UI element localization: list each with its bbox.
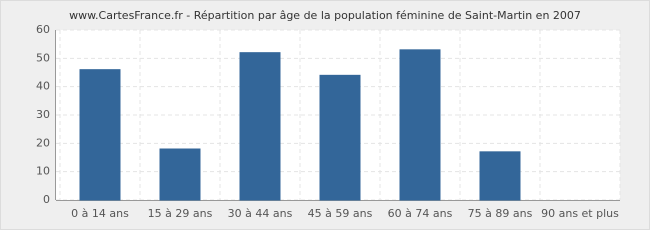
x-tick-label: 30 à 44 ans: [228, 207, 293, 220]
bar: [159, 148, 201, 201]
y-tick-label: 30: [36, 108, 50, 121]
x-tick-label: 75 à 89 ans: [468, 207, 533, 220]
y-tick-label: 50: [36, 51, 50, 64]
bar: [479, 151, 521, 201]
bar: [79, 69, 121, 201]
x-tick-label: 45 à 59 ans: [308, 207, 373, 220]
x-tick-label: 60 à 74 ans: [388, 207, 453, 220]
x-tick-label: 90 ans et plus: [541, 207, 619, 220]
bar: [319, 74, 361, 201]
x-tick-label: 0 à 14 ans: [71, 207, 129, 220]
bar: [399, 49, 441, 201]
chart: www.CartesFrance.fr - Répartition par âg…: [0, 0, 650, 230]
chart-title: www.CartesFrance.fr - Répartition par âg…: [69, 9, 581, 22]
y-tick-label: 60: [36, 23, 50, 36]
bar: [239, 52, 281, 201]
x-tick-label: 15 à 29 ans: [148, 207, 213, 220]
y-tick-label: 20: [36, 136, 50, 149]
y-tick-label: 0: [43, 193, 50, 206]
y-tick-label: 40: [36, 80, 50, 93]
y-tick-label: 10: [36, 165, 50, 178]
